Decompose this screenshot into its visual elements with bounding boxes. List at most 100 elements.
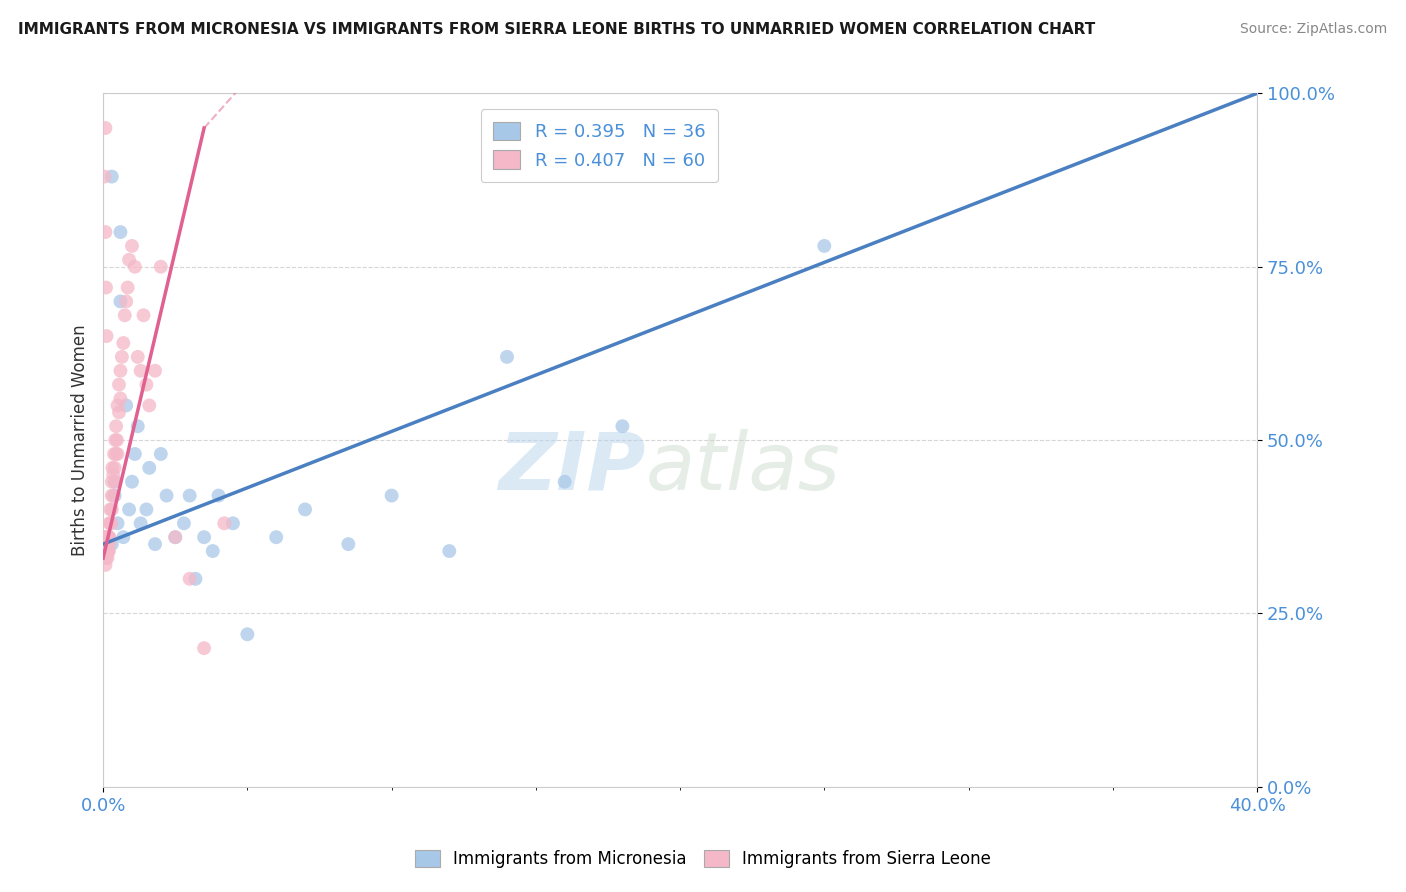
Point — [101, 475, 124, 489]
Point — [149, 447, 172, 461]
Point — [193, 530, 215, 544]
Point — [110, 392, 132, 406]
Point — [93, 169, 115, 184]
Point — [222, 516, 245, 531]
Point — [93, 544, 115, 558]
Point — [114, 308, 136, 322]
Point — [98, 516, 121, 531]
Point — [143, 537, 166, 551]
Text: IMMIGRANTS FROM MICRONESIA VS IMMIGRANTS FROM SIERRA LEONE BIRTHS TO UNMARRIED W: IMMIGRANTS FROM MICRONESIA VS IMMIGRANTS… — [18, 22, 1095, 37]
Point — [107, 399, 129, 413]
Point — [129, 516, 152, 531]
Legend: R = 0.395   N = 36, R = 0.407   N = 60: R = 0.395 N = 36, R = 0.407 N = 60 — [481, 110, 718, 182]
Point — [115, 399, 138, 413]
Point — [94, 225, 117, 239]
Point — [294, 502, 316, 516]
Point — [124, 260, 146, 274]
Point — [112, 530, 135, 544]
Point — [94, 537, 117, 551]
Point — [135, 377, 157, 392]
Point — [94, 280, 117, 294]
Point — [118, 502, 141, 516]
Point — [97, 544, 120, 558]
Point — [101, 460, 124, 475]
Point — [132, 308, 155, 322]
Point — [612, 419, 634, 434]
Point — [104, 475, 127, 489]
Point — [165, 530, 187, 544]
Point — [104, 460, 127, 475]
Point — [155, 489, 177, 503]
Text: Source: ZipAtlas.com: Source: ZipAtlas.com — [1240, 22, 1388, 37]
Point — [101, 169, 124, 184]
Point — [112, 336, 135, 351]
Point — [101, 537, 124, 551]
Point — [554, 475, 576, 489]
Point — [107, 516, 129, 531]
Point — [98, 516, 121, 531]
Point — [138, 460, 160, 475]
Point — [96, 537, 118, 551]
Point — [101, 489, 124, 503]
Point — [111, 350, 134, 364]
Point — [104, 475, 127, 489]
Point — [96, 537, 118, 551]
Point — [214, 516, 236, 531]
Point — [110, 294, 132, 309]
Point — [236, 627, 259, 641]
Point — [207, 489, 229, 503]
Point — [110, 364, 132, 378]
Point — [94, 121, 117, 136]
Point — [96, 551, 118, 566]
Point — [103, 489, 125, 503]
Point — [96, 329, 118, 343]
Point — [110, 225, 132, 239]
Point — [105, 447, 128, 461]
Point — [184, 572, 207, 586]
Point — [103, 447, 125, 461]
Point — [96, 530, 118, 544]
Point — [129, 364, 152, 378]
Point — [138, 399, 160, 413]
Point — [107, 447, 129, 461]
Point — [98, 502, 121, 516]
Text: ZIP: ZIP — [498, 429, 645, 507]
Point — [121, 239, 143, 253]
Point — [121, 475, 143, 489]
Point — [337, 537, 360, 551]
Point — [496, 350, 519, 364]
Point — [143, 364, 166, 378]
Point — [101, 502, 124, 516]
Point — [813, 239, 835, 253]
Point — [108, 377, 131, 392]
Point — [149, 260, 172, 274]
Point — [381, 489, 404, 503]
Point — [165, 530, 187, 544]
Legend: Immigrants from Micronesia, Immigrants from Sierra Leone: Immigrants from Micronesia, Immigrants f… — [409, 843, 997, 875]
Point — [97, 544, 120, 558]
Point — [104, 433, 127, 447]
Point — [135, 502, 157, 516]
Point — [439, 544, 461, 558]
Point — [97, 530, 120, 544]
Point — [264, 530, 287, 544]
Point — [103, 467, 125, 482]
Point — [98, 530, 121, 544]
Point — [97, 537, 120, 551]
Point — [96, 544, 118, 558]
Point — [97, 530, 120, 544]
Point — [193, 641, 215, 656]
Point — [118, 252, 141, 267]
Point — [179, 572, 201, 586]
Point — [127, 350, 149, 364]
Point — [105, 433, 128, 447]
Text: atlas: atlas — [645, 429, 841, 507]
Point — [104, 489, 127, 503]
Point — [108, 405, 131, 419]
Point — [115, 294, 138, 309]
Y-axis label: Births to Unmarried Women: Births to Unmarried Women — [72, 325, 89, 556]
Point — [94, 558, 117, 572]
Point — [94, 551, 117, 566]
Point — [173, 516, 195, 531]
Point — [100, 516, 122, 531]
